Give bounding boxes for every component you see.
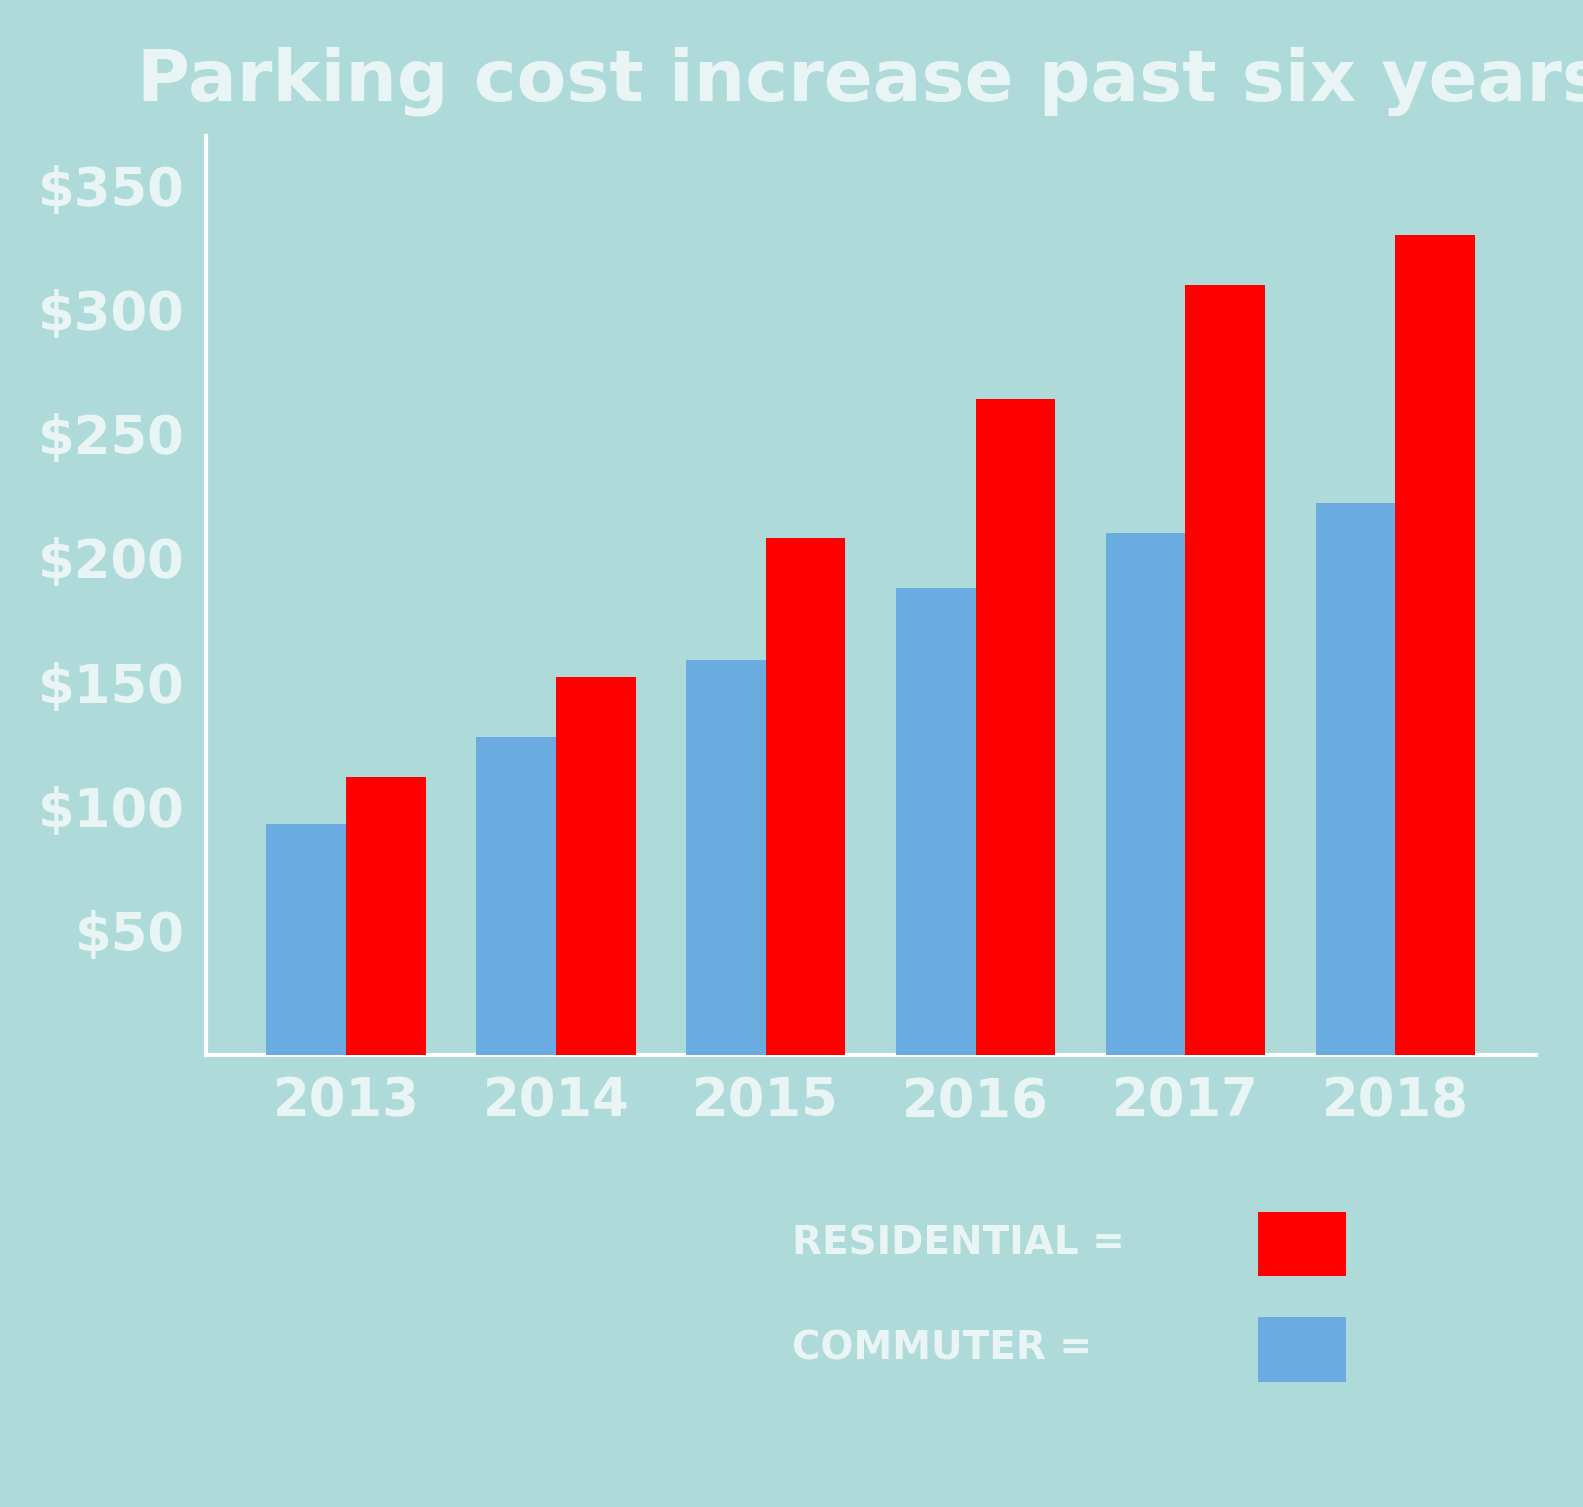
Bar bbox=[975, 399, 1056, 1055]
Bar bbox=[1105, 533, 1186, 1055]
Text: COMMUTER =: COMMUTER = bbox=[792, 1329, 1092, 1368]
Bar bbox=[1186, 285, 1265, 1055]
Bar bbox=[476, 737, 556, 1055]
Bar bbox=[766, 538, 845, 1055]
Bar bbox=[685, 660, 766, 1055]
Bar bbox=[556, 677, 636, 1055]
Text: RESIDENTIAL =: RESIDENTIAL = bbox=[792, 1224, 1124, 1263]
Bar bbox=[896, 588, 975, 1055]
Title: Parking cost increase past six years: Parking cost increase past six years bbox=[136, 47, 1583, 116]
Bar bbox=[266, 824, 347, 1055]
Bar bbox=[1395, 235, 1475, 1055]
Bar bbox=[1315, 503, 1395, 1055]
Bar bbox=[347, 776, 426, 1055]
